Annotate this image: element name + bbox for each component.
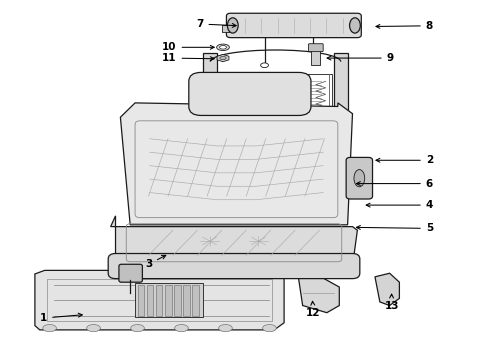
Polygon shape bbox=[35, 270, 284, 330]
Ellipse shape bbox=[336, 136, 345, 144]
FancyBboxPatch shape bbox=[309, 44, 323, 51]
Ellipse shape bbox=[217, 44, 229, 50]
Text: 2: 2 bbox=[376, 155, 433, 165]
Bar bbox=[165, 285, 172, 316]
FancyBboxPatch shape bbox=[346, 157, 372, 199]
Ellipse shape bbox=[354, 170, 365, 187]
Text: 8: 8 bbox=[376, 21, 433, 31]
Ellipse shape bbox=[87, 324, 100, 332]
Bar bbox=[47, 279, 272, 321]
Text: 4: 4 bbox=[366, 200, 433, 210]
Ellipse shape bbox=[174, 324, 188, 332]
Ellipse shape bbox=[263, 324, 276, 332]
Polygon shape bbox=[121, 103, 352, 225]
Text: 1: 1 bbox=[40, 313, 82, 323]
Text: 13: 13 bbox=[384, 294, 399, 311]
Text: 5: 5 bbox=[356, 224, 433, 233]
FancyBboxPatch shape bbox=[108, 253, 360, 279]
Ellipse shape bbox=[131, 324, 145, 332]
Bar bbox=[147, 285, 153, 316]
Bar bbox=[221, 26, 230, 32]
Bar bbox=[135, 283, 203, 318]
Bar bbox=[312, 46, 320, 65]
Polygon shape bbox=[375, 273, 399, 306]
FancyBboxPatch shape bbox=[119, 264, 143, 282]
Ellipse shape bbox=[43, 324, 56, 332]
Ellipse shape bbox=[261, 63, 269, 68]
Bar bbox=[156, 285, 163, 316]
FancyBboxPatch shape bbox=[189, 72, 311, 116]
Ellipse shape bbox=[220, 45, 226, 49]
Ellipse shape bbox=[206, 136, 215, 144]
Bar bbox=[192, 285, 199, 316]
Polygon shape bbox=[111, 216, 357, 266]
Ellipse shape bbox=[220, 57, 226, 60]
Text: 11: 11 bbox=[162, 53, 214, 63]
Bar bbox=[334, 53, 347, 139]
Bar bbox=[219, 74, 332, 125]
Ellipse shape bbox=[219, 324, 232, 332]
Text: 12: 12 bbox=[306, 301, 320, 318]
FancyBboxPatch shape bbox=[226, 13, 361, 38]
Text: 6: 6 bbox=[356, 179, 433, 189]
Bar bbox=[174, 285, 181, 316]
Text: 9: 9 bbox=[327, 53, 394, 63]
Text: 7: 7 bbox=[196, 19, 236, 29]
Ellipse shape bbox=[227, 18, 238, 33]
Bar bbox=[138, 285, 145, 316]
Bar bbox=[203, 53, 217, 139]
Ellipse shape bbox=[349, 18, 360, 33]
Polygon shape bbox=[217, 54, 229, 62]
Text: 3: 3 bbox=[145, 255, 166, 269]
Bar bbox=[183, 285, 190, 316]
Text: 10: 10 bbox=[162, 42, 214, 52]
Polygon shape bbox=[298, 273, 339, 313]
